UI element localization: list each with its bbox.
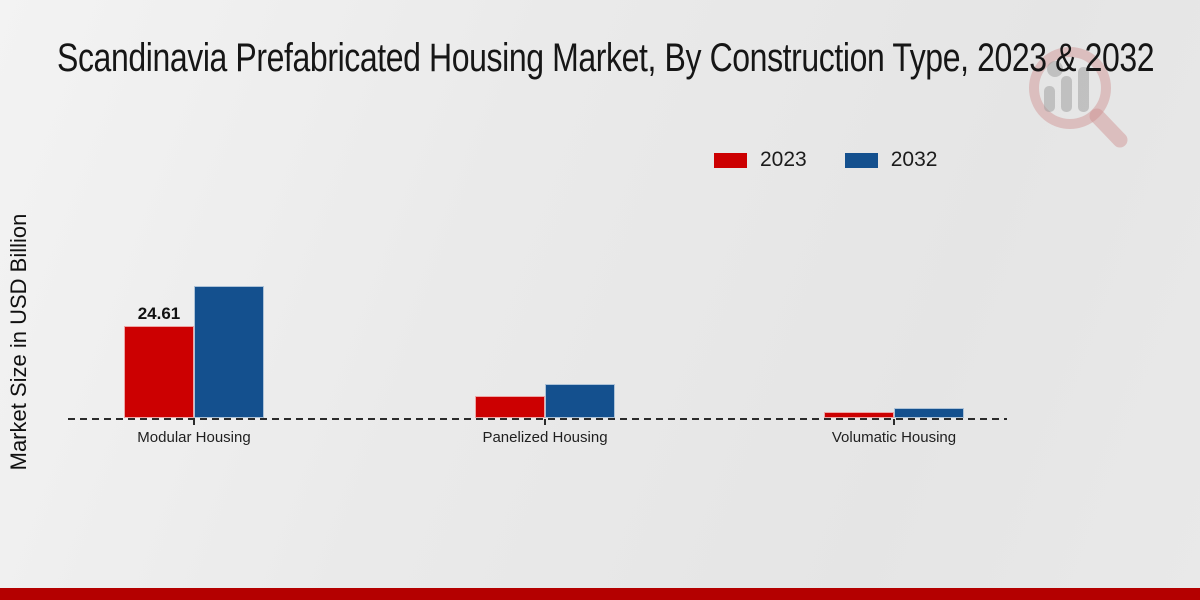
bar-2023-modular-housing: [124, 326, 194, 418]
bar-2032-panelized-housing: [545, 384, 615, 418]
legend-item-2032: 2032: [844, 148, 938, 172]
x-axis-tick: [193, 419, 195, 425]
bar-2023-volumatic-housing: [824, 412, 894, 418]
y-axis-label: Market Size in USD Billion: [6, 213, 31, 471]
category-label-modular-housing: Modular Housing: [137, 429, 251, 446]
magnifier-bar-chart-logo-icon: [1008, 40, 1138, 155]
legend: 2023 2032: [714, 148, 937, 172]
x-axis-tick: [893, 419, 895, 425]
legend-label-2032: 2032: [890, 148, 938, 171]
footer-accent-bar: [0, 588, 1200, 600]
legend-label-2023: 2023: [760, 148, 807, 171]
x-axis-tick: [544, 419, 546, 425]
bar-2023-panelized-housing: [475, 396, 545, 418]
legend-swatch-2023: [714, 152, 747, 168]
x-axis-baseline: [68, 418, 1007, 420]
category-label-volumatic-housing: Volumatic Housing: [831, 429, 957, 446]
bar-2032-volumatic-housing: [894, 408, 964, 418]
bar-2032-modular-housing: [194, 286, 264, 418]
legend-item-2023: 2023: [714, 148, 807, 172]
bar-value-label: 24.61: [137, 304, 181, 323]
category-label-panelized-housing: Panelized Housing: [482, 429, 608, 446]
chart-title: Scandinavia Prefabricated Housing Market…: [57, 36, 1155, 80]
legend-swatch-2032: [844, 152, 878, 168]
